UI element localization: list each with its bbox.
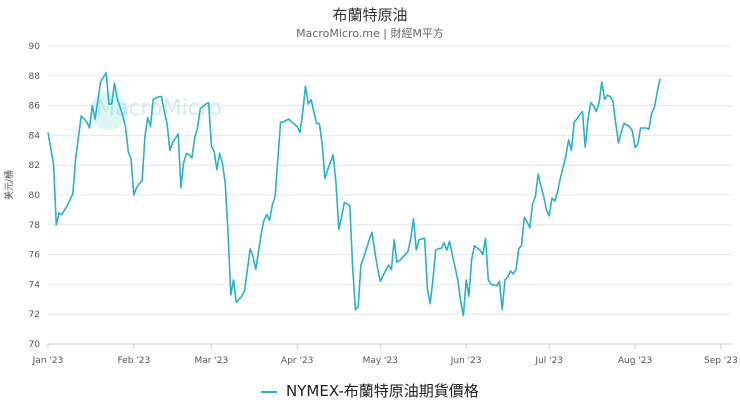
x-tick-label: Aug '23: [618, 356, 652, 366]
chart-title: 布蘭特原油: [332, 6, 408, 24]
x-tick-label: Jan '23: [32, 356, 64, 366]
y-tick-label: 74: [29, 280, 41, 290]
y-tick-label: 80: [29, 191, 41, 201]
x-tick-label: Jun '23: [450, 356, 482, 366]
y-tick-label: 72: [29, 310, 40, 320]
y-tick-label: 86: [29, 102, 41, 112]
series-line: [47, 72, 661, 317]
x-tick-label: May '23: [363, 356, 398, 366]
y-tick-label: 82: [29, 161, 40, 171]
y-tick-label: 78: [29, 221, 41, 231]
y-tick-label: 90: [29, 42, 41, 52]
legend[interactable]: NYMEX-布蘭特原油期貨價格: [0, 380, 740, 401]
x-tick-label: Feb '23: [117, 356, 150, 366]
y-tick-label: 88: [29, 72, 41, 82]
x-tick-label: Sep '23: [704, 356, 738, 366]
chart-subtitle: MacroMicro.me | 財經M平方: [296, 27, 444, 40]
legend-label: NYMEX-布蘭特原油期貨價格: [286, 382, 479, 400]
legend-swatch: [261, 390, 278, 393]
y-tick-label: 84: [29, 131, 41, 141]
y-tick-label: 76: [29, 251, 41, 261]
x-tick-label: Mar '23: [194, 356, 228, 366]
y-tick-label: 70: [29, 340, 41, 350]
x-tick-label: Apr '23: [281, 356, 313, 366]
x-tick-label: Jul '23: [534, 356, 563, 366]
